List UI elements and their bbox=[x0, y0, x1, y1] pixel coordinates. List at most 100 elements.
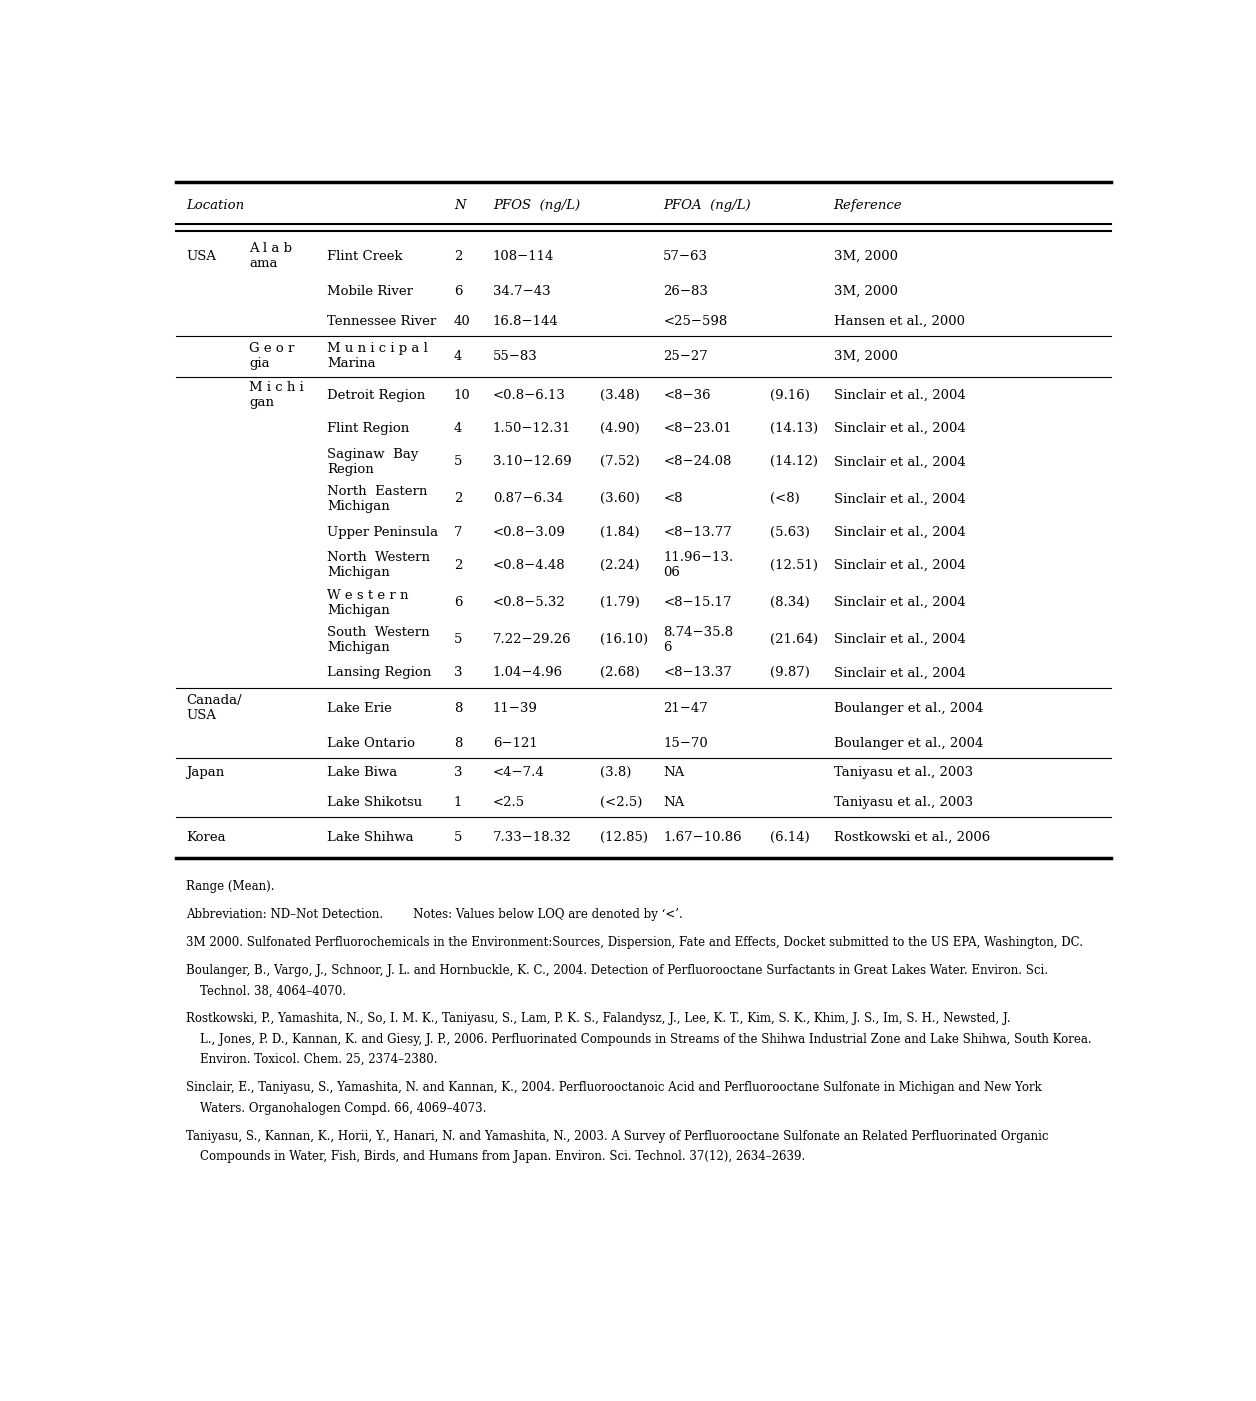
Text: Location: Location bbox=[186, 199, 245, 212]
Text: 1.50−12.31: 1.50−12.31 bbox=[492, 422, 571, 434]
Text: Sinclair et al., 2004: Sinclair et al., 2004 bbox=[834, 525, 966, 538]
Text: 5: 5 bbox=[453, 455, 462, 468]
Text: <0.8−6.13: <0.8−6.13 bbox=[492, 388, 565, 402]
Text: <2.5: <2.5 bbox=[492, 796, 525, 808]
Text: Lake Shikotsu: Lake Shikotsu bbox=[328, 796, 422, 808]
Text: 7.33−18.32: 7.33−18.32 bbox=[492, 831, 571, 845]
Text: Lake Shihwa: Lake Shihwa bbox=[328, 831, 414, 845]
Text: 3M, 2000: 3M, 2000 bbox=[834, 284, 898, 298]
Text: 26−83: 26−83 bbox=[663, 284, 708, 298]
Text: Boulanger, B., Vargo, J., Schnoor, J. L. and Hornbuckle, K. C., 2004. Detection : Boulanger, B., Vargo, J., Schnoor, J. L.… bbox=[186, 964, 1049, 976]
Text: <4−7.4: <4−7.4 bbox=[492, 766, 545, 779]
Text: 1.04−4.96: 1.04−4.96 bbox=[492, 667, 563, 679]
Text: 3M, 2000: 3M, 2000 bbox=[834, 350, 898, 363]
Text: <0.8−3.09: <0.8−3.09 bbox=[492, 525, 565, 538]
Text: Sinclair, E., Taniyasu, S., Yamashita, N. and Kannan, K., 2004. Perfluorooctanoi: Sinclair, E., Taniyasu, S., Yamashita, N… bbox=[186, 1082, 1042, 1094]
Text: 2: 2 bbox=[453, 249, 462, 263]
Text: (<2.5): (<2.5) bbox=[600, 796, 642, 808]
Text: <8: <8 bbox=[663, 492, 683, 506]
Text: Mobile River: Mobile River bbox=[328, 284, 413, 298]
Text: Detroit Region: Detroit Region bbox=[328, 388, 426, 402]
Text: Sinclair et al., 2004: Sinclair et al., 2004 bbox=[834, 595, 966, 609]
Text: Reference: Reference bbox=[834, 199, 902, 212]
Text: Boulanger et al., 2004: Boulanger et al., 2004 bbox=[834, 737, 983, 750]
Text: Flint Region: Flint Region bbox=[328, 422, 409, 434]
Text: Lake Ontario: Lake Ontario bbox=[328, 737, 416, 750]
Text: <8−13.37: <8−13.37 bbox=[663, 667, 732, 679]
Text: A l a b
ama: A l a b ama bbox=[250, 242, 293, 270]
Text: 3M 2000. Sulfonated Perfluorochemicals in the Environment:Sources, Dispersion, F: 3M 2000. Sulfonated Perfluorochemicals i… bbox=[186, 936, 1083, 948]
Text: <8−23.01: <8−23.01 bbox=[663, 422, 732, 434]
Text: 40: 40 bbox=[453, 315, 471, 328]
Text: (16.10): (16.10) bbox=[600, 633, 648, 646]
Text: 15−70: 15−70 bbox=[663, 737, 708, 750]
Text: <8−15.17: <8−15.17 bbox=[663, 595, 732, 609]
Text: Taniyasu, S., Kannan, K., Horii, Y., Hanari, N. and Yamashita, N., 2003. A Surve: Taniyasu, S., Kannan, K., Horii, Y., Han… bbox=[186, 1129, 1049, 1143]
Text: G e o r
gia: G e o r gia bbox=[250, 342, 295, 370]
Text: 108−114: 108−114 bbox=[492, 249, 554, 263]
Text: 57−63: 57−63 bbox=[663, 249, 708, 263]
Text: Sinclair et al., 2004: Sinclair et al., 2004 bbox=[834, 455, 966, 468]
Text: 10: 10 bbox=[453, 388, 471, 402]
Text: 55−83: 55−83 bbox=[492, 350, 538, 363]
Text: Canada/
USA: Canada/ USA bbox=[186, 693, 242, 722]
Text: 7.22−29.26: 7.22−29.26 bbox=[492, 633, 571, 646]
Text: Lake Biwa: Lake Biwa bbox=[328, 766, 398, 779]
Text: (<8): (<8) bbox=[770, 492, 800, 506]
Text: (3.48): (3.48) bbox=[600, 388, 639, 402]
Text: Flint Creek: Flint Creek bbox=[328, 249, 403, 263]
Text: Waters. Organohalogen Compd. 66, 4069–4073.: Waters. Organohalogen Compd. 66, 4069–40… bbox=[200, 1101, 486, 1115]
Text: N: N bbox=[453, 199, 466, 212]
Text: (4.90): (4.90) bbox=[600, 422, 639, 434]
Text: <8−13.77: <8−13.77 bbox=[663, 525, 732, 538]
Text: 8.74−35.8
6: 8.74−35.8 6 bbox=[663, 625, 734, 653]
Text: Japan: Japan bbox=[186, 766, 225, 779]
Text: 6: 6 bbox=[453, 595, 462, 609]
Text: Sinclair et al., 2004: Sinclair et al., 2004 bbox=[834, 559, 966, 572]
Text: (6.14): (6.14) bbox=[770, 831, 810, 845]
Text: 5: 5 bbox=[453, 831, 462, 845]
Text: 2: 2 bbox=[453, 492, 462, 506]
Text: Lansing Region: Lansing Region bbox=[328, 667, 432, 679]
Text: L., Jones, P. D., Kannan, K. and Giesy, J. P., 2006. Perfluorinated Compounds in: L., Jones, P. D., Kannan, K. and Giesy, … bbox=[200, 1033, 1091, 1045]
Text: Sinclair et al., 2004: Sinclair et al., 2004 bbox=[834, 422, 966, 434]
Text: Hansen et al., 2000: Hansen et al., 2000 bbox=[834, 315, 965, 328]
Text: NA: NA bbox=[663, 766, 685, 779]
Text: (14.13): (14.13) bbox=[770, 422, 819, 434]
Text: 3: 3 bbox=[453, 766, 462, 779]
Text: W e s t e r n
Michigan: W e s t e r n Michigan bbox=[328, 588, 409, 616]
Text: (12.85): (12.85) bbox=[600, 831, 648, 845]
Text: NA: NA bbox=[663, 796, 685, 808]
Text: Tennessee River: Tennessee River bbox=[328, 315, 437, 328]
Text: PFOS  (ng/L): PFOS (ng/L) bbox=[492, 199, 580, 212]
Text: 6−121: 6−121 bbox=[492, 737, 538, 750]
Text: 8: 8 bbox=[453, 702, 462, 715]
Text: Saginaw  Bay
Region: Saginaw Bay Region bbox=[328, 448, 418, 476]
Text: 5: 5 bbox=[453, 633, 462, 646]
Text: Sinclair et al., 2004: Sinclair et al., 2004 bbox=[834, 492, 966, 506]
Text: (3.60): (3.60) bbox=[600, 492, 639, 506]
Text: Rostkowski et al., 2006: Rostkowski et al., 2006 bbox=[834, 831, 990, 845]
Text: <0.8−5.32: <0.8−5.32 bbox=[492, 595, 565, 609]
Text: 11.96−13.
06: 11.96−13. 06 bbox=[663, 552, 734, 580]
Text: South  Western
Michigan: South Western Michigan bbox=[328, 625, 430, 653]
Text: Lake Erie: Lake Erie bbox=[328, 702, 392, 715]
Text: Taniyasu et al., 2003: Taniyasu et al., 2003 bbox=[834, 796, 972, 808]
Text: 25−27: 25−27 bbox=[663, 350, 708, 363]
Text: <0.8−4.48: <0.8−4.48 bbox=[492, 559, 565, 572]
Text: 16.8−144: 16.8−144 bbox=[492, 315, 559, 328]
Text: Korea: Korea bbox=[186, 831, 226, 845]
Text: (8.34): (8.34) bbox=[770, 595, 810, 609]
Text: 4: 4 bbox=[453, 350, 462, 363]
Text: Environ. Toxicol. Chem. 25, 2374–2380.: Environ. Toxicol. Chem. 25, 2374–2380. bbox=[200, 1054, 437, 1066]
Text: Range (Mean).: Range (Mean). bbox=[186, 880, 275, 892]
Text: <25−598: <25−598 bbox=[663, 315, 727, 328]
Text: Compounds in Water, Fish, Birds, and Humans from Japan. Environ. Sci. Technol. 3: Compounds in Water, Fish, Birds, and Hum… bbox=[200, 1150, 805, 1163]
Text: Upper Peninsula: Upper Peninsula bbox=[328, 525, 438, 538]
Text: (5.63): (5.63) bbox=[770, 525, 810, 538]
Text: (12.51): (12.51) bbox=[770, 559, 818, 572]
Text: Sinclair et al., 2004: Sinclair et al., 2004 bbox=[834, 667, 966, 679]
Text: Rostkowski, P., Yamashita, N., So, I. M. K., Taniyasu, S., Lam, P. K. S., Faland: Rostkowski, P., Yamashita, N., So, I. M.… bbox=[186, 1013, 1011, 1026]
Text: 4: 4 bbox=[453, 422, 462, 434]
Text: (2.24): (2.24) bbox=[600, 559, 639, 572]
